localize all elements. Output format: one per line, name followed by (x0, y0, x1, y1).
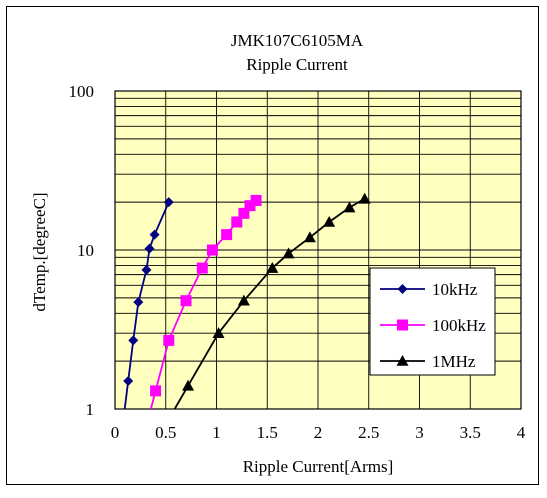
data-point-square (244, 200, 256, 212)
legend-label: 10kHz (432, 280, 478, 299)
data-point-square (150, 385, 162, 397)
data-point-square (397, 319, 408, 331)
data-point-square (250, 194, 262, 206)
data-point-square (206, 244, 218, 256)
data-point-triangle (343, 201, 356, 213)
data-point-triangle (358, 192, 371, 204)
data-point-square (221, 229, 233, 241)
legend-label: 100kHz (432, 316, 486, 335)
data-point-square (180, 295, 192, 307)
tick-labels: 0 0.5 1 1.5 2 2.5 3 3.5 4 1 10 100 (69, 82, 526, 442)
data-point-diamond (128, 335, 139, 346)
legend-entry: 100kHz (380, 316, 486, 335)
series-layer (123, 192, 371, 410)
legend-box (369, 267, 496, 376)
data-point-diamond (133, 297, 144, 308)
x-tick-label: 1.5 (257, 423, 278, 442)
y-axis-label: dTemp.[degreeC] (30, 192, 49, 311)
x-tick-label: 3.5 (460, 423, 481, 442)
data-point-triangle (303, 231, 316, 243)
data-point-triangle (212, 327, 225, 338)
data-point-triangle (282, 247, 295, 259)
chart-title: JMK107C6105MA (231, 31, 364, 50)
x-tick-label: 0.5 (155, 423, 176, 442)
x-tick-label: 2 (314, 423, 323, 442)
data-point-triangle (237, 294, 250, 306)
series-1MHz (173, 192, 371, 410)
data-point-diamond (163, 197, 174, 208)
data-point-square (196, 262, 208, 274)
legend-entry: 10kHz (380, 280, 478, 299)
x-tick-label: 0 (111, 423, 120, 442)
plot-border (114, 90, 522, 410)
legend: 10kHz 100kHz 1MHz (369, 267, 496, 376)
data-point-triangle (323, 216, 336, 227)
legend-entry: 1MHz (380, 352, 476, 371)
data-point-diamond (144, 243, 155, 254)
data-point-square (163, 334, 175, 346)
series-100kHz (149, 194, 262, 410)
data-point-triangle (266, 262, 279, 273)
y-tick-label: 1 (86, 400, 95, 419)
data-point-triangle (182, 379, 195, 391)
x-tick-label: 1 (212, 423, 221, 442)
data-point-square (238, 207, 250, 219)
y-tick-label: 10 (77, 241, 94, 260)
chart-subtitle: Ripple Current (246, 55, 348, 74)
x-axis-label: Ripple Current[Arms] (243, 457, 394, 476)
data-point-diamond (141, 264, 152, 275)
x-tick-label: 4 (517, 423, 526, 442)
data-point-square (231, 216, 243, 228)
x-tick-label: 3 (415, 423, 424, 442)
legend-items: 10kHz 100kHz 1MHz (380, 280, 486, 371)
data-point-diamond (123, 376, 134, 387)
legend-label: 1MHz (432, 352, 476, 371)
data-point-triangle (396, 355, 409, 366)
y-tick-label: 100 (69, 82, 95, 101)
series-10kHz (123, 197, 174, 410)
x-tick-label: 2.5 (358, 423, 379, 442)
data-point-diamond (149, 229, 160, 240)
data-point-diamond (397, 284, 408, 294)
series-line (173, 197, 366, 410)
